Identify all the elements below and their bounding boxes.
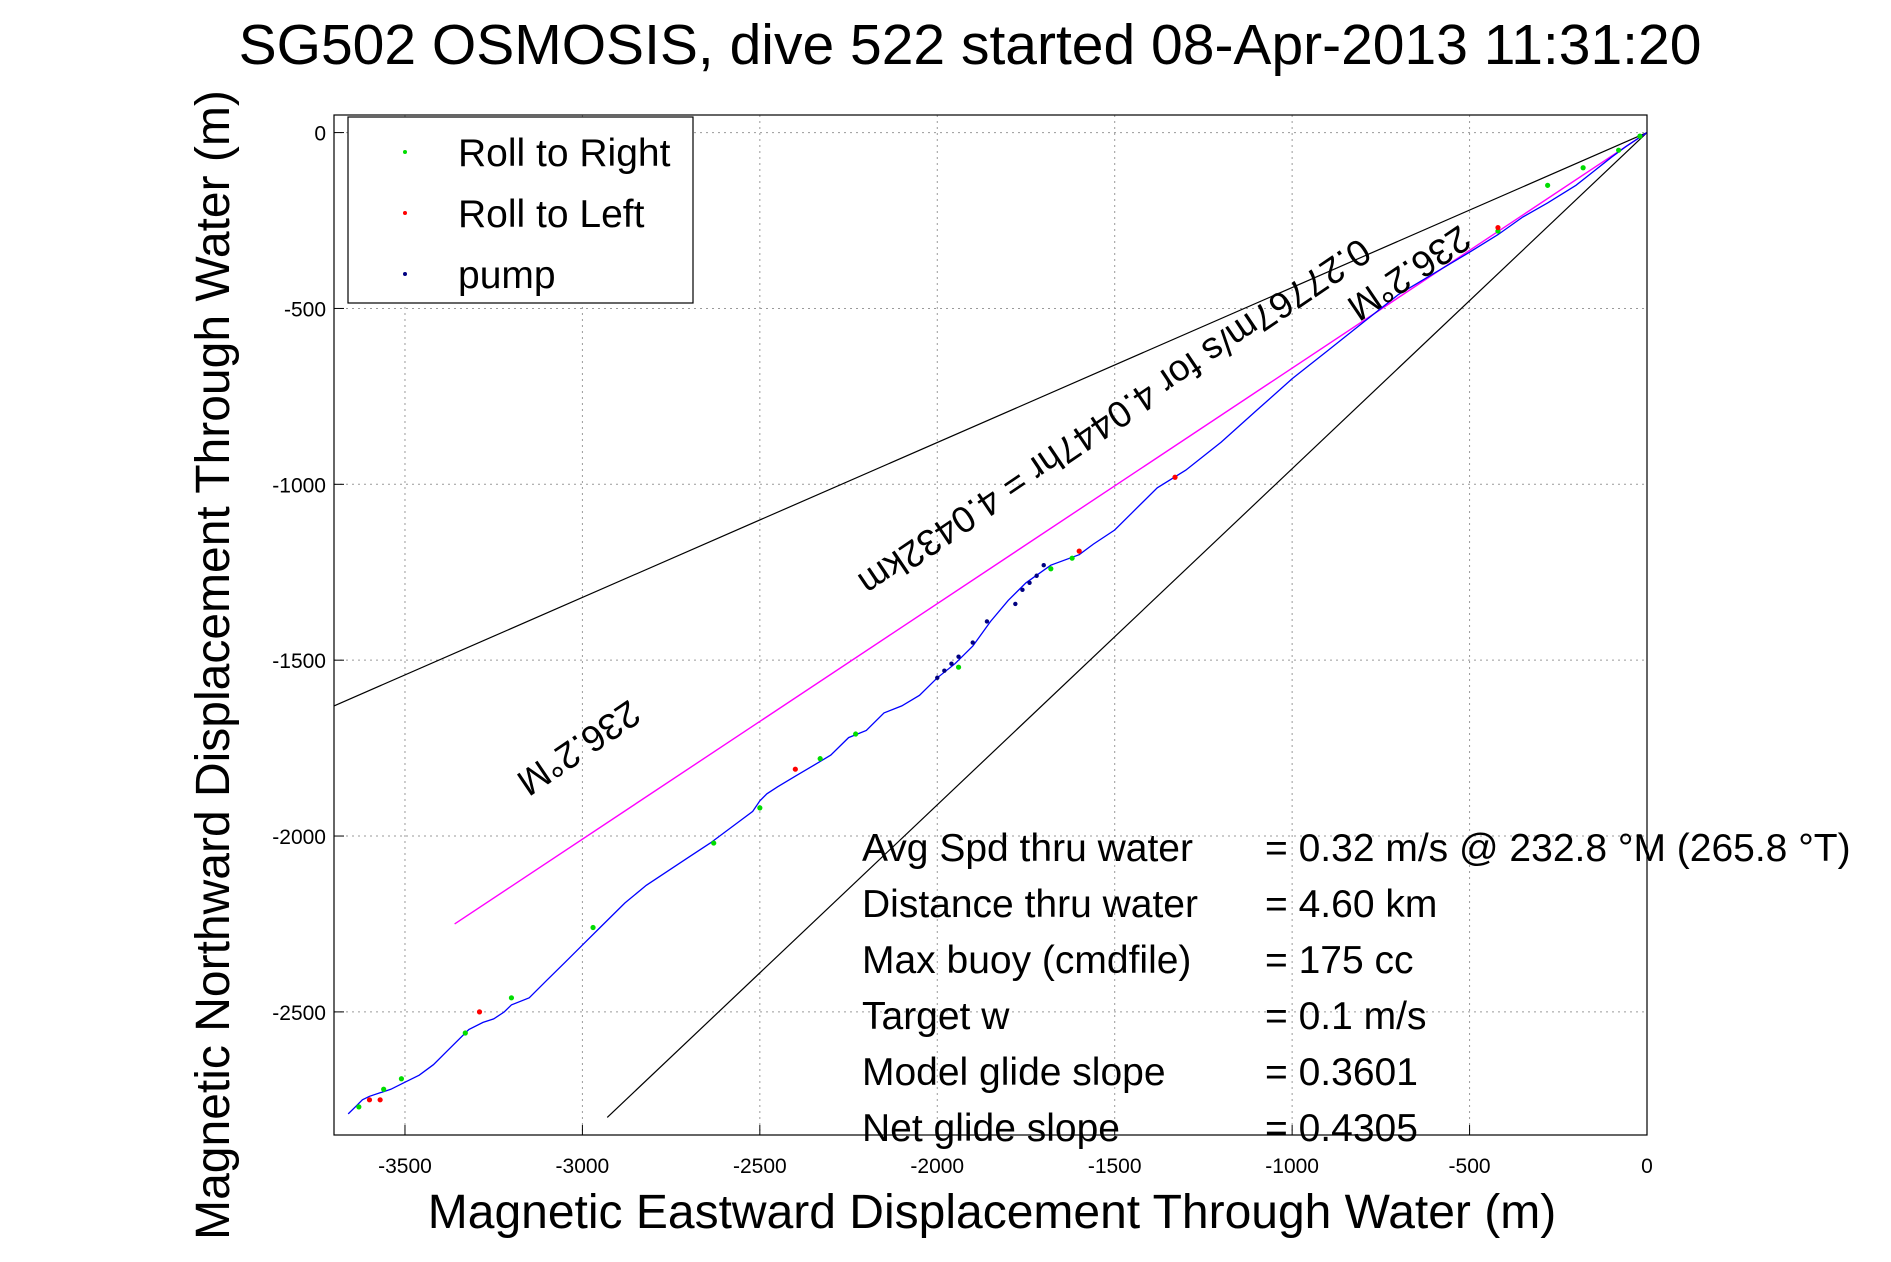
roll-left-point [366,1097,373,1103]
chart-title: SG502 OSMOSIS, dive 522 started 08-Apr-2… [239,13,1702,77]
plot-lines [333,132,1648,1118]
pump-point [949,661,954,666]
roll-right-point [1048,566,1054,572]
bound-line [333,132,1648,707]
stats-label: Max buoy (cmdfile) [862,939,1191,982]
pump-point [1027,580,1032,585]
stats-value: = 175 cc [1265,939,1414,982]
roll-right-point [757,805,763,811]
roll-right-point [1545,182,1551,188]
legend-marker [403,211,407,215]
roll-left-point [377,1097,383,1103]
stats-value: = 0.32 m/s @ 232.8 °M (265.8 °T) [1265,827,1851,870]
pump-point [984,619,990,624]
stats-value: = 0.3601 [1265,1051,1418,1094]
x-tick-label: -2500 [733,1155,787,1178]
stats-value: = 4.60 km [1265,883,1437,926]
roll-right-point [955,664,962,670]
legend-label: Roll to Right [458,132,671,175]
x-tick-label: -500 [1449,1155,1491,1178]
legend-box [347,116,694,304]
legend-label: pump [458,254,556,297]
x-axis-label: Magnetic Eastward Displacement Through W… [428,1186,1556,1239]
roll-right-point [817,756,823,762]
roll-right-point [381,1086,387,1092]
data-points [356,133,1643,1110]
y-tick-label: -2500 [272,1002,326,1025]
plot-frame [333,114,1648,1136]
x-tick-label: -1500 [1088,1155,1142,1178]
x-tick-label: -1000 [1265,1155,1319,1178]
legend-marker [403,150,407,154]
roll-right-point [508,995,515,1001]
roll-right-point [590,924,596,931]
stats-label: Net glide slope [862,1107,1120,1150]
pump-point [1034,573,1039,578]
stats-block: Avg Spd thru water = 0.32 m/s @ 232.8 °M … [862,827,1851,1150]
stats-value: = 0.4305 [1265,1107,1418,1150]
roll-right-point [1637,133,1643,139]
roll-right-point [356,1104,362,1110]
axis-ticks: -3500 -3000 -2500 -2000 -1500 -1000 -500 0 0 -500… [272,123,1653,1178]
roll-left-point [476,1009,483,1015]
stats-value: = 0.1 m/s [1265,995,1426,1038]
roll-right-point [1580,165,1586,171]
roll-left-point [1172,474,1178,480]
legend-label: Roll to Left [458,193,645,236]
pump-point [935,675,940,680]
pump-point [1020,587,1025,593]
y-tick-label: -1000 [272,474,326,497]
roll-right-point [853,731,859,737]
roll-right-point [398,1076,405,1082]
legend: Roll to Right Roll to Left pump [347,116,694,304]
x-tick-label: 0 [1641,1155,1653,1178]
y-tick-label: -2000 [272,826,326,849]
y-tick-label: -1500 [272,650,326,673]
bound-line [606,132,1648,1118]
roll-right-point [1616,147,1622,153]
track-line [347,132,1648,1115]
x-tick-label: -3500 [378,1155,432,1178]
roll-right-point [1069,555,1075,561]
x-tick-label: -2000 [910,1155,964,1178]
stats-label: Distance thru water [862,883,1198,926]
roll-left-point [792,766,798,772]
legend-marker [403,272,407,276]
pump-point [956,654,961,659]
y-axis-label: Magnetic Northward Displacement Through … [187,90,240,1240]
pump-point [942,668,947,673]
x-tick-label: -3000 [556,1155,610,1178]
stats-label: Model glide slope [862,1051,1166,1094]
roll-right-point [711,840,717,846]
roll-left-point [1495,224,1501,231]
stats-label: Target w [862,995,1010,1038]
pump-point [1041,563,1046,568]
pump-point [1013,601,1018,607]
roll-right-point [462,1030,468,1036]
roll-left-point [1076,548,1082,554]
y-tick-label: 0 [314,123,326,146]
pump-point [970,640,975,645]
y-tick-label: -500 [284,298,326,321]
stats-label: Avg Spd thru water [862,827,1193,870]
